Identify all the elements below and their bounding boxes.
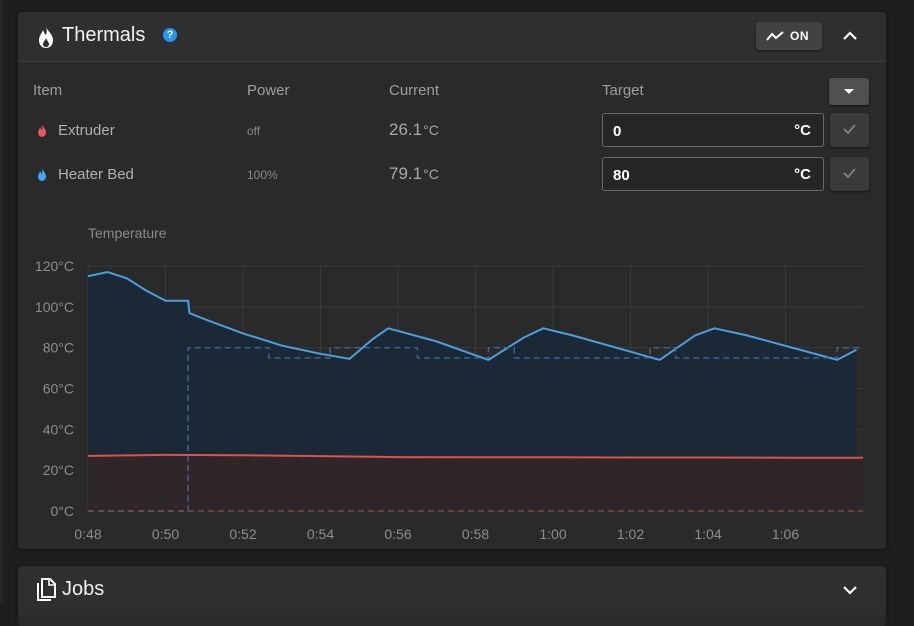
extruder-fire-icon bbox=[38, 124, 46, 137]
extruder-target-input[interactable] bbox=[613, 121, 763, 141]
y-tick-label: 120°C bbox=[35, 258, 74, 274]
y-tick-label: 60°C bbox=[43, 381, 74, 397]
y-tick-label: 100°C bbox=[35, 299, 74, 315]
x-tick-label: 0:52 bbox=[229, 526, 256, 540]
heater-bed-target-field[interactable]: °C bbox=[602, 157, 824, 191]
chevron-up-icon[interactable] bbox=[838, 24, 862, 48]
temperature-chart[interactable]: 0°C 20°C 40°C 60°C 80°C 100°C 120°C 0:48 0:50 0:5… bbox=[18, 240, 886, 540]
heater-bed-target-input[interactable] bbox=[613, 165, 763, 185]
heater-bed-fire-icon bbox=[38, 168, 46, 181]
chart-line-icon bbox=[766, 31, 784, 41]
chevron-down-icon[interactable] bbox=[838, 578, 862, 602]
series-2-line bbox=[87, 453, 863, 459]
chart-title: Temperature bbox=[88, 225, 167, 241]
help-icon[interactable]: ? bbox=[163, 28, 177, 42]
series-0-area bbox=[88, 272, 857, 511]
y-tick-label: 0°C bbox=[51, 503, 75, 519]
series-2-area bbox=[88, 454, 863, 511]
chart-toggle-button[interactable]: ON bbox=[756, 22, 822, 50]
thermals-title: Thermals bbox=[62, 24, 146, 46]
heater-bed-power: 100% bbox=[247, 168, 278, 182]
heater-bed-label: Heater Bed bbox=[58, 166, 134, 183]
extruder-label: Extruder bbox=[58, 122, 115, 139]
x-tick-label: 1:04 bbox=[694, 526, 721, 540]
column-power: Power bbox=[247, 82, 290, 99]
extruder-target-field[interactable]: °C bbox=[602, 113, 824, 147]
extruder-current-temp: 26.1°C bbox=[389, 120, 439, 139]
heater-bed-apply-button[interactable] bbox=[830, 157, 869, 191]
thermals-header: Thermals ? ON bbox=[18, 12, 886, 62]
x-tick-label: 1:00 bbox=[539, 526, 566, 540]
check-icon bbox=[843, 168, 856, 178]
x-tick-label: 1:02 bbox=[617, 526, 644, 540]
series-1-line bbox=[88, 346, 863, 512]
check-icon bbox=[843, 124, 856, 134]
heater-bed-current-temp: 79.1°C bbox=[389, 164, 439, 183]
jobs-header: Jobs bbox=[18, 566, 886, 615]
x-tick-label: 0:50 bbox=[152, 526, 179, 540]
chart-toggle-label: ON bbox=[790, 29, 809, 43]
y-tick-label: 20°C bbox=[43, 462, 74, 478]
x-tick-label: 0:56 bbox=[384, 526, 411, 540]
y-tick-label: 80°C bbox=[43, 340, 74, 356]
column-item: Item bbox=[33, 82, 63, 99]
caret-down-icon bbox=[844, 89, 854, 94]
thermals-card: Thermals ? ON Item Power Current Target … bbox=[18, 12, 886, 549]
x-tick-label: 1:06 bbox=[772, 526, 799, 540]
jobs-title: Jobs bbox=[62, 578, 105, 600]
left-edge-strip bbox=[0, 0, 3, 604]
extruder-apply-button[interactable] bbox=[830, 113, 869, 147]
file-copy-icon bbox=[37, 578, 56, 601]
column-target: Target bbox=[602, 82, 644, 99]
column-current: Current bbox=[389, 82, 440, 99]
x-tick-label: 0:54 bbox=[307, 526, 334, 540]
x-tick-label: 0:58 bbox=[462, 526, 489, 540]
extruder-power: off bbox=[247, 124, 261, 138]
series-0-line bbox=[87, 271, 857, 361]
heater-bed-target-unit: °C bbox=[794, 166, 811, 183]
target-presets-menu-button[interactable] bbox=[829, 78, 869, 105]
fire-icon bbox=[39, 26, 53, 48]
jobs-card: Jobs bbox=[18, 566, 886, 626]
extruder-target-unit: °C bbox=[794, 122, 811, 139]
y-tick-label: 40°C bbox=[43, 421, 74, 437]
x-tick-label: 0:48 bbox=[74, 526, 101, 540]
